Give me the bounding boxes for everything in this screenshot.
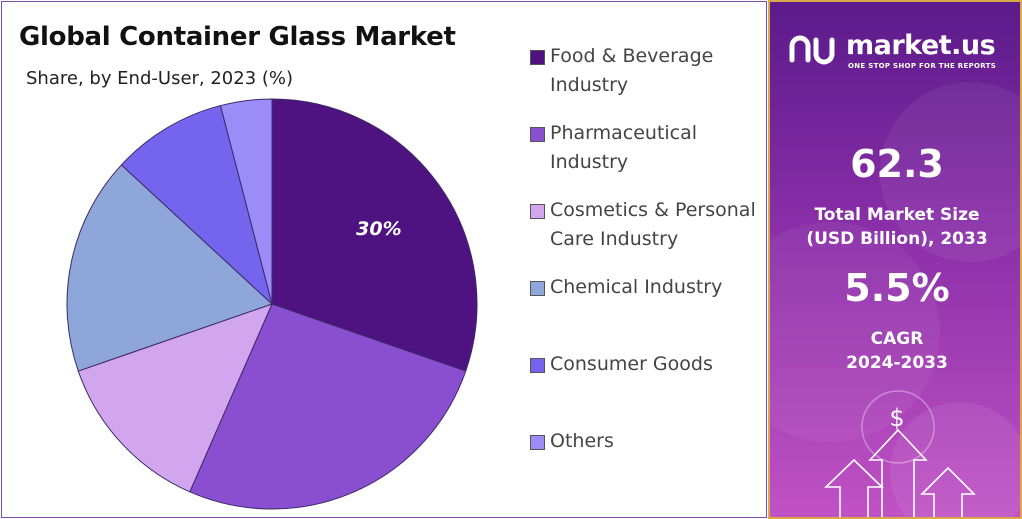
brand-logo-icon: [789, 35, 835, 65]
legend-label: Consumer Goods: [550, 353, 713, 375]
legend-label: Industry: [550, 151, 629, 173]
pie-slice-pharmaceutical-industry: [189, 303, 467, 510]
pie-slice-cosmetics-personal-care-industry: [77, 303, 273, 493]
market-size-label-line2: (USD Billion), 2033: [806, 229, 988, 249]
growth-arrows-icon: [824, 428, 976, 517]
legend-swatch: [530, 50, 545, 65]
legend-label: Pharmaceutical: [550, 122, 698, 144]
chart-title: Global Container Glass Market: [19, 22, 456, 52]
cagr-label: CAGR: [870, 329, 924, 349]
pie-slice-others: [219, 98, 273, 305]
cagr-period: 2024-2033: [846, 353, 948, 373]
market-size-label-line1: Total Market Size: [814, 205, 980, 225]
pie-slice-chemical-industry: [66, 164, 273, 372]
brand-logo: market.us ONE STOP SHOP FOR THE REPORTS: [788, 28, 1008, 72]
background-decoration: [770, 82, 1020, 517]
pie-chart: 30%: [66, 98, 478, 510]
cagr-value: 5.5%: [844, 266, 950, 310]
legend-swatch: [530, 204, 545, 219]
pie-slice-consumer-goods: [120, 104, 273, 306]
legend-swatch: [530, 435, 545, 450]
chart-subtitle: Share, by End-User, 2023 (%): [26, 68, 294, 89]
legend-swatch: [530, 358, 545, 373]
legend-label: Food & Beverage: [550, 45, 714, 67]
brand-name: market.us: [846, 30, 996, 61]
coin-icon: [861, 390, 935, 464]
pie-slice-food-beverage-industry: [271, 98, 478, 372]
legend-label: Others: [550, 430, 614, 452]
chart-panel: Global Container Glass Market Share, by …: [1, 1, 767, 518]
legend-label: Industry: [550, 74, 629, 96]
legend-label: Care Industry: [550, 228, 679, 250]
brand-tagline: ONE STOP SHOP FOR THE REPORTS: [848, 62, 997, 70]
pie-data-label: 30%: [356, 218, 401, 240]
legend-label: Chemical Industry: [550, 276, 723, 298]
market-size-value: 62.3: [850, 142, 944, 186]
legend-swatch: [530, 127, 545, 142]
legend-label: Cosmetics & Personal: [550, 199, 756, 221]
summary-panel: market.us ONE STOP SHOP FOR THE REPORTS …: [768, 0, 1022, 519]
dollar-icon: $: [889, 404, 905, 432]
legend-swatch: [530, 281, 545, 296]
